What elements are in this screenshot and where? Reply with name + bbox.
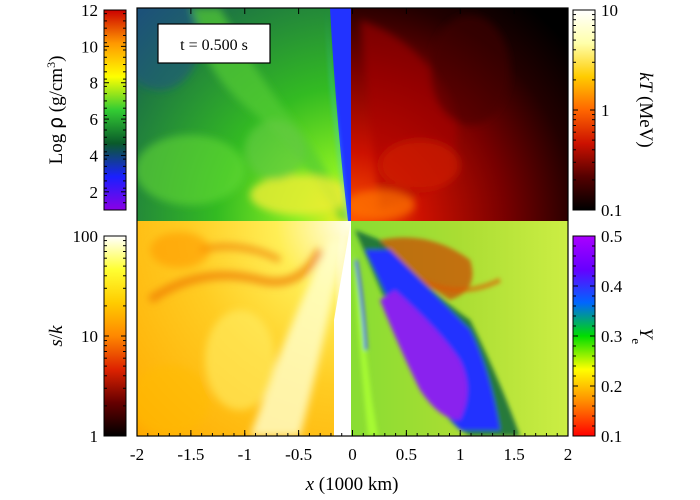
entropy-quadrant bbox=[137, 221, 351, 436]
x-axis-tick-label: -0.5 bbox=[285, 445, 312, 464]
electron-fraction-tick-label: 0.5 bbox=[601, 227, 622, 246]
entropy-tick-label: 1 bbox=[90, 427, 99, 446]
density-tick-label: 8 bbox=[90, 74, 99, 93]
x-axis-tick-label: -1.5 bbox=[177, 445, 204, 464]
entropy-label: s/k bbox=[46, 325, 67, 347]
temperature-label: kT (MeV) bbox=[635, 72, 656, 147]
temperature-tick-label: 10 bbox=[601, 1, 618, 20]
electron-fraction-quadrant bbox=[351, 221, 568, 436]
x-axis-tick-label: -2 bbox=[130, 445, 144, 464]
x-axis-label: x (1000 km) bbox=[305, 474, 399, 495]
time-label-box: t = 0.500 s bbox=[157, 23, 271, 64]
x-axis-tick-label: 0 bbox=[348, 445, 357, 464]
x-axis-tick-label: 2 bbox=[564, 445, 573, 464]
density-tick-label: 4 bbox=[90, 146, 99, 165]
temperature-tick-label: 0.1 bbox=[601, 201, 622, 220]
density-tick-label: 2 bbox=[90, 183, 99, 202]
density-tick-label: 12 bbox=[81, 1, 98, 20]
x-axis-tick-label: 1 bbox=[456, 445, 465, 464]
density-colorbar bbox=[103, 9, 127, 211]
electron-fraction-tick-label: 0.2 bbox=[601, 377, 622, 396]
x-axis-tick-label: 1.5 bbox=[504, 445, 525, 464]
density-tick-label: 10 bbox=[81, 37, 98, 56]
x-axis-tick-label: -1 bbox=[238, 445, 252, 464]
temperature-tick-label: 1 bbox=[601, 101, 610, 120]
electron-fraction-label: Ye bbox=[630, 328, 657, 345]
entropy-tick-label: 10 bbox=[81, 327, 98, 346]
density-tick-label: 6 bbox=[90, 110, 99, 129]
electron-fraction-tick-label: 0.3 bbox=[601, 327, 622, 346]
x-axis-tick-label: 0.5 bbox=[396, 445, 417, 464]
electron-fraction-tick-label: 0.1 bbox=[601, 427, 622, 446]
electron-fraction-tick-label: 0.4 bbox=[601, 277, 623, 296]
density-label: Log ρ (g/cm3) bbox=[44, 56, 67, 165]
time-label: t = 0.500 s bbox=[180, 37, 248, 54]
entropy-tick-label: 100 bbox=[73, 227, 99, 246]
temperature-quadrant bbox=[351, 8, 568, 221]
